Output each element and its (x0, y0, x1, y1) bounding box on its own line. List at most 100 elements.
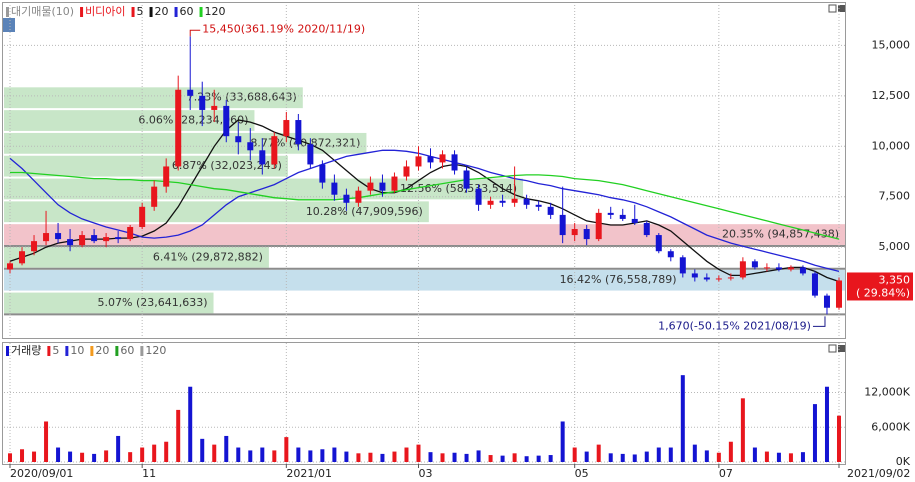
volume-profile-bar (4, 246, 269, 268)
x-tick-label: 11 (142, 467, 156, 480)
legend-swatch (174, 7, 178, 17)
volume-bar (596, 444, 601, 462)
volume-profile-label: 6.41% (29,872,882) (153, 250, 263, 263)
legend-label: 120 (145, 344, 166, 357)
volume-bar (704, 450, 709, 462)
volume-profile-label: 6.06% (28,234,960) (138, 114, 248, 127)
volume-bar (620, 453, 625, 462)
volume-bar (488, 455, 493, 462)
candle-body (607, 212, 614, 215)
candle-body (91, 235, 98, 242)
y-tick-label: 7,500 (879, 190, 911, 203)
volume-bar (128, 452, 133, 462)
candle-body (739, 261, 746, 278)
candle-body (571, 229, 578, 236)
candle-body (331, 182, 338, 195)
candle-body (355, 190, 362, 203)
volume-bar (776, 452, 781, 462)
legend-label: 대기매물(10) (11, 5, 74, 18)
candle-body (343, 194, 350, 203)
volume-bar (716, 452, 721, 462)
volume-bar (56, 447, 61, 462)
candle-body (415, 156, 422, 167)
volume-bar (680, 375, 685, 462)
legend-swatch (140, 346, 144, 356)
volume-bar (788, 453, 793, 462)
candle-body (679, 257, 686, 274)
volume-bar (272, 450, 277, 462)
volume-panel (2, 342, 846, 465)
volume-bar (656, 447, 661, 462)
legend-swatch (6, 7, 9, 17)
volume-bar (116, 435, 121, 462)
candle-body (439, 154, 446, 163)
volume-bar (176, 409, 181, 462)
volume-bar (380, 453, 385, 462)
annotation-arrow (189, 29, 201, 37)
volume-bar (632, 454, 637, 462)
volume-bar (404, 447, 409, 462)
candle-body (175, 89, 182, 167)
volume-bar (260, 447, 265, 462)
volume-bar (152, 444, 157, 462)
candle-body (535, 204, 542, 207)
candle-body (391, 176, 398, 191)
panel-button[interactable] (838, 345, 845, 352)
legend-label: 120 (205, 5, 226, 18)
legend-swatch (47, 346, 51, 356)
candle-body (427, 156, 434, 163)
candle-body (715, 278, 722, 280)
volume-bar (800, 452, 805, 462)
x-tick-label: 03 (418, 467, 432, 480)
volume-profile-bar (4, 224, 845, 245)
panel-button[interactable] (838, 5, 845, 12)
candle-body (55, 233, 62, 240)
legend-swatch (6, 346, 9, 356)
volume-profile-label: 10.28% (47,909,596) (306, 205, 423, 218)
volume-bar (68, 451, 73, 462)
candle-body (775, 267, 782, 270)
candle-body (211, 105, 218, 110)
candle-body (835, 280, 842, 308)
volume-bar (740, 398, 745, 462)
candle-body (619, 214, 626, 219)
volume-bar (824, 386, 829, 462)
candle-body (691, 273, 698, 278)
candle-body (547, 206, 554, 215)
candle-body (295, 120, 302, 145)
volume-bar (104, 450, 109, 462)
panel-icon[interactable] (3, 18, 15, 32)
y-tick-label: 0K (896, 455, 911, 468)
legend-swatch (131, 7, 135, 17)
candle-body (271, 136, 278, 165)
candle-body (799, 267, 806, 274)
legend-swatch (80, 7, 84, 17)
price-panel (2, 2, 846, 339)
candle-body (115, 237, 122, 240)
candle-body (823, 295, 830, 308)
volume-profile-label: 20.35% (94,857,438) (722, 228, 839, 241)
legend-label: 60 (180, 5, 194, 18)
volume-bar (524, 456, 529, 462)
legend-label: 5 (52, 344, 59, 357)
volume-bar (752, 447, 757, 462)
candle-body (7, 263, 14, 270)
volume-bar (644, 451, 649, 462)
volume-bar (20, 449, 25, 462)
candle-body (307, 144, 314, 165)
candle-body (151, 186, 158, 207)
legend-label: 20 (95, 344, 109, 357)
candle-body (235, 136, 242, 143)
candle-body (463, 170, 470, 189)
volume-bar (764, 451, 769, 462)
price-marker (847, 272, 913, 301)
panel-button[interactable] (828, 4, 837, 13)
candle-body (199, 95, 206, 110)
annotation: 1,670(-50.15% 2021/08/19) (658, 319, 811, 332)
panel-button[interactable] (828, 344, 837, 353)
volume-bar (512, 453, 517, 462)
x-tick-label: 2020/09/01 (10, 467, 73, 480)
candle-body (403, 166, 410, 177)
volume-profile-label: 16.42% (76,558,789) (560, 273, 677, 286)
legend-label: 10 (70, 344, 84, 357)
